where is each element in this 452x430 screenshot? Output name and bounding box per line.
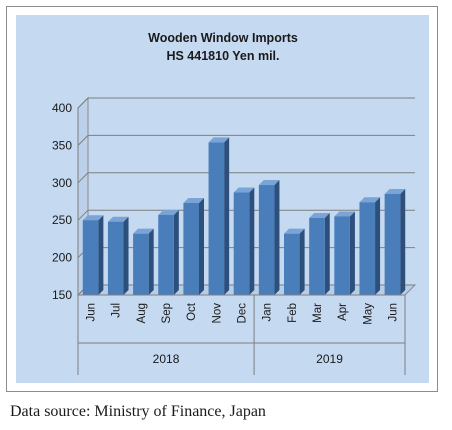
bar (334, 216, 350, 295)
y-gridline (77, 97, 415, 109)
bar-side (173, 209, 179, 295)
chart-area: 150 200 250 300 350 400 Jun Jul Aug Sep Oct Nov Dec J… (16, 15, 429, 383)
bar-side (324, 212, 330, 295)
bar-top (284, 228, 305, 234)
x-category-label: Oct (186, 302, 198, 321)
bar-side (299, 228, 305, 295)
bar (133, 233, 149, 295)
y-gridline (77, 209, 415, 221)
x-category-label: Dec (237, 303, 249, 324)
y-tick-label: 400 (52, 101, 72, 115)
bar (284, 233, 300, 295)
bar (107, 221, 124, 295)
y-tick-label: 350 (52, 138, 72, 152)
x-group-label: 2018 (153, 352, 180, 366)
y-tick-label: 200 (52, 251, 72, 265)
x-category-label: Jun (86, 303, 98, 322)
bar-chart: 150 200 250 300 350 400 Jun Jul Aug Sep Oct Nov Dec J… (52, 96, 417, 375)
bar-side (375, 197, 381, 295)
x-category-label: Mar (312, 303, 324, 323)
bar-top (233, 187, 255, 193)
x-category-label: Jun (387, 303, 399, 322)
bar (233, 192, 250, 295)
data-source-note: Data source: Ministry of Finance, Japan (10, 403, 266, 420)
bar (384, 194, 401, 295)
bar (183, 202, 199, 295)
bar-top (309, 212, 330, 218)
y-tick-label: 250 (52, 213, 72, 227)
bar-side (224, 137, 230, 295)
x-group-label: 2019 (316, 352, 343, 366)
bar-top (208, 137, 230, 143)
x-category-label: Apr (337, 303, 349, 321)
bar (208, 142, 225, 295)
x-category-label: May (362, 303, 374, 325)
bar (82, 220, 99, 295)
x-category-label: Feb (287, 303, 299, 323)
bar (359, 202, 376, 295)
bar (158, 214, 174, 295)
bar-top (158, 209, 179, 215)
bar (309, 217, 325, 295)
bar-side (148, 228, 154, 295)
bar-top (107, 216, 129, 222)
y-gridline (77, 172, 415, 184)
x-category-label: Aug (136, 303, 148, 323)
bar-top (133, 228, 154, 234)
x-category-label: Jan (262, 303, 274, 322)
bar-side (249, 187, 255, 295)
chart-subtitle: HS 441810 Yen mil. (166, 49, 280, 63)
bar-top (384, 189, 406, 195)
x-category-label: Sep (161, 303, 173, 323)
bar-side (274, 180, 280, 295)
bar-side (400, 189, 406, 295)
y-tick-label: 150 (52, 288, 72, 302)
bar-side (198, 197, 204, 295)
x-category-label: Jul (111, 303, 123, 318)
chart-figure: 150 200 250 300 350 400 Jun Jul Aug Sep Oct Nov Dec J… (6, 6, 438, 392)
bar-side (123, 216, 129, 295)
bar-top (183, 197, 204, 203)
bar-top (82, 215, 104, 221)
bar-top (334, 211, 355, 217)
y-gridline (77, 134, 415, 146)
x-category-label: Nov (211, 303, 223, 324)
bar-top (258, 180, 280, 186)
bar-side (349, 211, 355, 295)
y-tick-label: 300 (52, 176, 72, 190)
bar-top (359, 197, 381, 203)
bar-side (98, 215, 104, 295)
chart-title: Wooden Window Imports (148, 31, 298, 45)
bar (258, 185, 275, 295)
